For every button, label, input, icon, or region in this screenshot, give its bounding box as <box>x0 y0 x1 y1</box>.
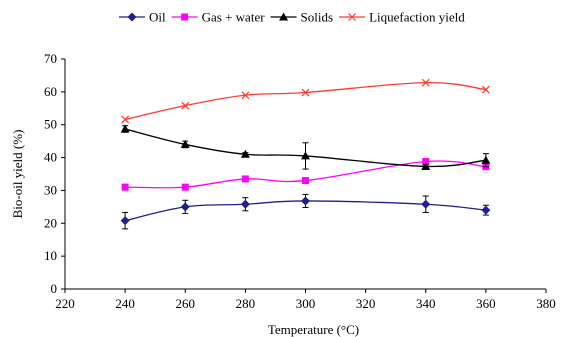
y-tick-label: 70 <box>44 51 57 66</box>
data-point <box>481 85 490 94</box>
x-tick-label: 360 <box>476 296 496 311</box>
series-0 <box>120 193 491 230</box>
y-tick-label: 30 <box>44 182 57 197</box>
y-axis-title: Bio-oil yield (%) <box>10 130 25 219</box>
data-point <box>481 205 491 215</box>
data-point <box>240 149 250 158</box>
x-tick-label: 240 <box>115 296 135 311</box>
y-tick-label: 10 <box>44 248 57 263</box>
data-point <box>301 196 310 206</box>
legend-item-3: Liquefaction yield <box>339 10 465 25</box>
legend-label: Liquefaction yield <box>369 10 465 25</box>
legend-item-2: Solids <box>270 10 334 25</box>
data-point <box>120 216 130 226</box>
data-point <box>121 183 129 191</box>
legend-label: Solids <box>301 10 334 25</box>
y-tick-label: 50 <box>44 117 57 132</box>
data-point <box>180 202 190 212</box>
legend-marker <box>348 13 356 21</box>
data-point <box>241 175 249 183</box>
x-tick-label: 320 <box>356 296 376 311</box>
x-tick-label: 380 <box>536 296 556 311</box>
series-2 <box>120 124 491 170</box>
data-point <box>181 101 190 110</box>
data-point <box>481 155 491 164</box>
data-point <box>421 199 431 209</box>
legend-item-0: Oil <box>119 10 166 25</box>
legend: Oil Gas + water Solids Liquefaction yield <box>119 10 465 25</box>
x-tick-label: 220 <box>55 296 75 311</box>
data-point <box>301 151 310 160</box>
data-point <box>421 78 430 87</box>
data-point <box>120 124 130 133</box>
legend-item-1: Gas + water <box>171 10 266 25</box>
x-tick-label: 340 <box>416 296 436 311</box>
data-point <box>181 183 189 191</box>
legend-marker <box>127 12 137 22</box>
y-tick-label: 60 <box>44 84 57 99</box>
y-tick-label: 40 <box>44 150 57 165</box>
y-tick-label: 20 <box>44 215 57 230</box>
data-point <box>422 158 430 166</box>
legend-marker <box>279 12 289 21</box>
axes: 0 10 20 30 40 50 60 70 220 240 260 280 300 320 340 360 3… <box>44 51 556 311</box>
data-point <box>421 161 431 170</box>
series-line <box>124 82 486 121</box>
data-point <box>121 115 130 124</box>
legend-label: Oil <box>149 10 166 25</box>
y-tick-label: 0 <box>51 281 58 296</box>
x-axis-title: Temperature (°C) <box>268 322 359 337</box>
data-point <box>240 199 250 209</box>
x-tick-label: 300 <box>296 296 316 311</box>
data-point <box>180 139 190 148</box>
data-point <box>301 88 310 97</box>
series-layer <box>120 78 491 230</box>
legend-label: Gas + water <box>202 10 266 25</box>
x-tick-label: 280 <box>236 296 256 311</box>
data-point <box>241 91 250 100</box>
x-tick-label: 260 <box>176 296 196 311</box>
series-3 <box>121 78 490 124</box>
data-point <box>302 177 309 185</box>
legend-marker <box>181 13 189 21</box>
